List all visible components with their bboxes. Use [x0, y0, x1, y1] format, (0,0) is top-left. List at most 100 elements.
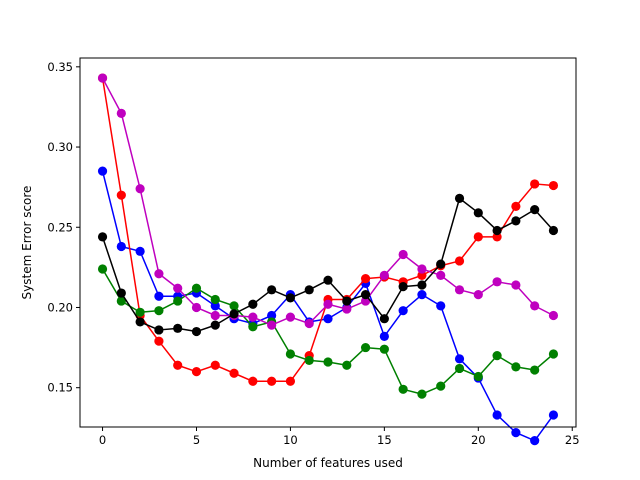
- data-point: [248, 299, 258, 309]
- data-point: [473, 232, 483, 242]
- data-point: [548, 349, 559, 359]
- data-point: [116, 288, 126, 298]
- data-point: [436, 301, 446, 311]
- data-point: [360, 274, 371, 284]
- data-point: [323, 314, 333, 324]
- data-point: [248, 312, 258, 322]
- data-point: [398, 306, 408, 316]
- data-point: [379, 270, 389, 280]
- data-point: [548, 310, 559, 321]
- series-line: [101, 77, 554, 383]
- data-point: [285, 293, 296, 303]
- data-point: [229, 368, 239, 378]
- data-point: [248, 322, 258, 332]
- data-point: [135, 307, 145, 317]
- data-point: [97, 264, 108, 274]
- data-point: [135, 184, 145, 194]
- x-tick-label: 20: [471, 433, 486, 447]
- data-point: [154, 291, 164, 301]
- data-point: [210, 320, 220, 330]
- x-tick-label: 0: [99, 433, 106, 447]
- data-point: [210, 310, 220, 321]
- data-point: [210, 294, 220, 305]
- data-point: [97, 73, 108, 83]
- data-point: [116, 296, 126, 306]
- y-axis-label: System Error score: [20, 186, 34, 300]
- data-point: [173, 283, 183, 293]
- data-point: [511, 362, 521, 372]
- series-line: [101, 197, 555, 333]
- data-point: [436, 259, 446, 269]
- data-point: [530, 301, 540, 311]
- data-point: [417, 280, 427, 290]
- data-point: [97, 232, 108, 242]
- data-point: [135, 317, 145, 327]
- data-point: [360, 290, 371, 300]
- data-point: [229, 309, 239, 319]
- data-point: [304, 285, 314, 295]
- data-point: [154, 336, 164, 346]
- data-point: [116, 241, 126, 252]
- data-point: [548, 410, 559, 420]
- data-point: [398, 249, 408, 260]
- series-line: [101, 268, 554, 395]
- data-point: [473, 208, 483, 218]
- data-point: [116, 190, 126, 200]
- data-point: [267, 320, 277, 330]
- x-axis-label: Number of features used: [253, 456, 403, 470]
- series-1: [97, 73, 559, 386]
- data-point: [191, 283, 202, 293]
- series-line: [101, 77, 554, 326]
- data-point: [398, 384, 408, 394]
- data-point: [530, 436, 540, 446]
- x-tick-label: 5: [193, 433, 200, 447]
- data-point: [473, 290, 483, 300]
- data-point: [530, 179, 540, 189]
- data-point: [492, 232, 502, 242]
- data-point: [379, 331, 389, 341]
- data-point: [191, 367, 202, 377]
- y-tick-label: 0.30: [47, 140, 73, 154]
- data-point: [191, 326, 202, 337]
- data-point: [436, 381, 446, 391]
- data-point: [454, 285, 465, 295]
- data-point: [173, 323, 183, 333]
- x-tick-label: 15: [377, 433, 392, 447]
- data-point: [323, 357, 333, 367]
- data-point: [492, 410, 502, 420]
- y-tick-label: 0.20: [47, 300, 73, 314]
- data-point: [97, 166, 108, 176]
- data-point: [304, 355, 314, 366]
- data-point: [417, 290, 427, 300]
- data-point: [511, 201, 521, 211]
- data-point: [436, 270, 446, 280]
- data-point: [417, 264, 427, 274]
- data-point: [379, 344, 389, 354]
- data-point: [267, 285, 277, 295]
- data-point: [379, 314, 389, 324]
- x-tick-label: 10: [283, 433, 298, 447]
- data-point: [173, 360, 183, 370]
- data-point: [285, 312, 296, 322]
- y-tick-label: 0.25: [47, 220, 73, 234]
- data-point: [360, 342, 371, 353]
- data-point: [248, 376, 258, 386]
- axis-ticks: 0 5 10 15 20 25 0.15 0.20 0.25 0.30 0.35: [47, 60, 579, 447]
- data-point: [511, 428, 521, 438]
- plot-area-frame: [79, 57, 577, 428]
- data-point: [285, 376, 296, 386]
- data-point: [454, 256, 465, 266]
- y-tick-label: 0.15: [47, 381, 73, 395]
- data-point: [417, 270, 427, 280]
- y-tick-label: 0.35: [47, 60, 73, 74]
- series-3: [97, 73, 559, 330]
- data-point: [135, 246, 145, 256]
- data-point: [530, 365, 540, 375]
- data-point: [342, 296, 352, 306]
- data-point: [548, 180, 559, 191]
- data-point: [210, 360, 220, 370]
- data-point: [342, 304, 352, 314]
- data-point: [210, 301, 220, 311]
- data-point: [304, 318, 314, 329]
